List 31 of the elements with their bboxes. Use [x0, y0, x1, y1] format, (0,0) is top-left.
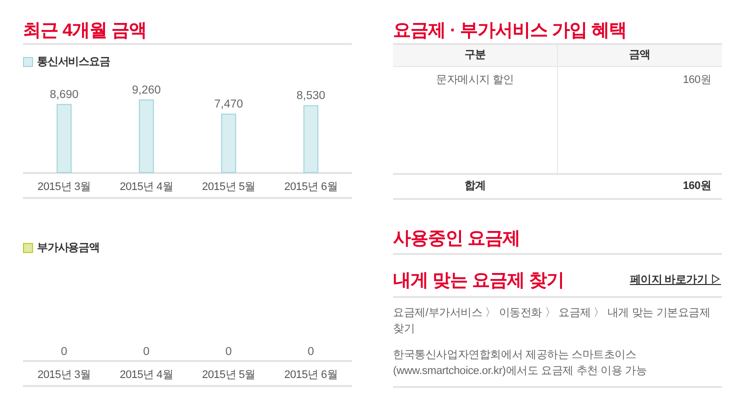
- category-label: 2015년 3월: [38, 181, 91, 193]
- data-label: 0: [308, 346, 314, 358]
- category-label: 2015년 6월: [284, 181, 338, 193]
- category-label: 2015년 4월: [120, 181, 173, 193]
- category-label: 2015년 6월: [284, 369, 338, 381]
- legend-label: 부가사용금액: [37, 241, 100, 255]
- data-label: 7,470: [214, 98, 244, 111]
- category-label: 2015년 5월: [202, 369, 256, 381]
- table-cell: 160원: [682, 180, 711, 192]
- table-cell: 합계: [464, 180, 486, 192]
- data-label: 0: [225, 346, 232, 358]
- table-cell: 160원: [682, 74, 711, 86]
- title: 요금제 · 부가서비스 가입 혜택: [393, 19, 626, 41]
- data-label: 9,260: [132, 84, 161, 96]
- title: 최근 4개월 금액: [23, 19, 147, 41]
- title: 사용중인 요금제: [393, 227, 520, 249]
- data-label: 0: [143, 346, 150, 358]
- legend-label: 통신서비스요금: [37, 55, 110, 69]
- category-label: 2015년 3월: [38, 369, 91, 381]
- data-label: 8,690: [50, 88, 79, 101]
- category-label: 2015년 4월: [120, 369, 173, 381]
- subtitle: 페이지 바로가기 ▷: [630, 273, 721, 288]
- category-label: 2015년 5월: [202, 181, 256, 193]
- note: 한국통신사업자연합회에서 제공하는 스마트초이스 (www.smartchoice.or.kr)에서도 요금제 추천 이용 가능: [393, 349, 647, 376]
- data-label: 8,530: [296, 90, 326, 102]
- table-cell: 금액: [628, 49, 650, 61]
- data-label: 0: [60, 346, 68, 358]
- table-cell: 문자메시지 할인: [436, 74, 514, 86]
- table-cell: 구분: [464, 49, 486, 61]
- title: 내게 맞는 요금제 찾기: [393, 269, 564, 291]
- note: 요금제/부가서비스 〉 이동전화 〉 요금제 〉 내게 맞는 기본요금제 찾기: [393, 307, 710, 334]
